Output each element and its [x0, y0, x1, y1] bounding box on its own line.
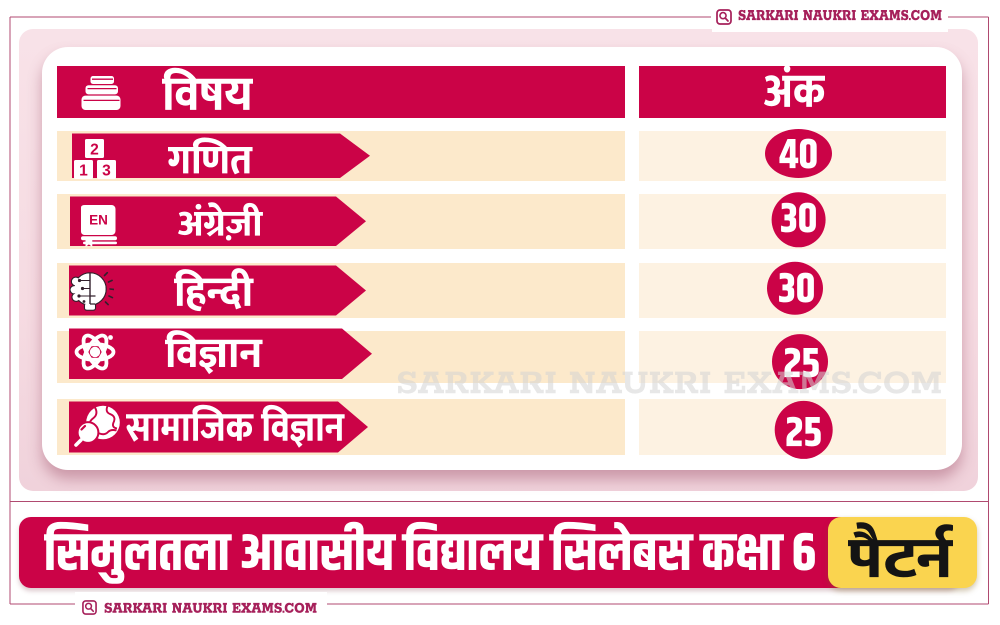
svg-text:2: 2 — [90, 142, 99, 159]
svg-text:3: 3 — [102, 163, 111, 180]
svg-text:1: 1 — [79, 163, 88, 180]
svg-text:EN: EN — [89, 213, 108, 228]
